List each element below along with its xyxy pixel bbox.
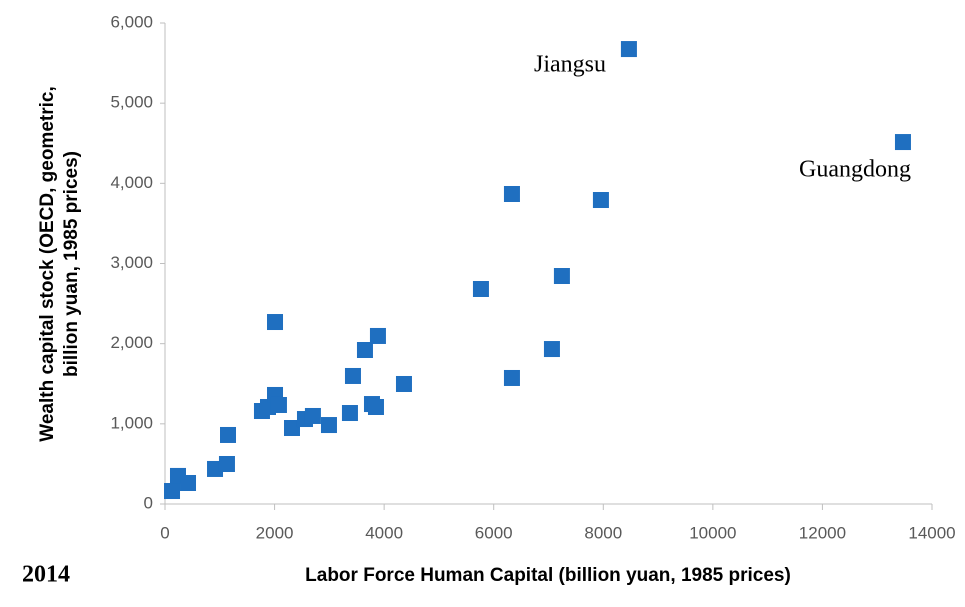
x-tick-label: 14000 [908, 523, 955, 542]
point [503, 369, 520, 386]
point [367, 398, 384, 415]
point [270, 396, 287, 413]
point [369, 327, 386, 344]
point [395, 375, 412, 392]
y-tick-label: 2,000 [110, 333, 153, 352]
y-tick-label: 4,000 [110, 173, 153, 192]
point [220, 426, 237, 443]
point [344, 367, 361, 384]
point [320, 417, 337, 434]
point [543, 341, 560, 358]
y-tick-label: 3,000 [110, 253, 153, 272]
point [553, 268, 570, 285]
y-tick-label: 0 [144, 493, 153, 512]
point [341, 405, 358, 422]
point [218, 455, 235, 472]
point [592, 192, 609, 209]
x-tick-label: 10000 [689, 523, 736, 542]
y-tick-label: 5,000 [110, 93, 153, 112]
x-axis-title: Labor Force Human Capital (billion yuan,… [305, 565, 791, 586]
point [304, 407, 321, 424]
point [356, 341, 373, 358]
x-tick-label: 12000 [799, 523, 846, 542]
point [894, 134, 911, 151]
y-tick-label: 1,000 [110, 413, 153, 432]
annotation: Jiangsu [534, 52, 606, 78]
x-tick-label: 2000 [256, 523, 294, 542]
point [164, 483, 181, 500]
x-tick-label: 0 [160, 523, 169, 542]
point [267, 314, 284, 331]
point [180, 474, 197, 491]
point [620, 41, 637, 58]
y-axis-title: Wealth capital stock (OECD, geometric, bi… [37, 86, 82, 441]
x-tick-label: 4000 [365, 523, 403, 542]
point [283, 420, 300, 437]
x-tick-label: 8000 [584, 523, 622, 542]
x-tick-label: 6000 [475, 523, 513, 542]
y-tick-label: 6,000 [110, 12, 153, 31]
year-label: 2014 [22, 562, 70, 588]
point [503, 185, 520, 202]
point [472, 280, 489, 297]
annotation: Guangdong [799, 157, 911, 183]
